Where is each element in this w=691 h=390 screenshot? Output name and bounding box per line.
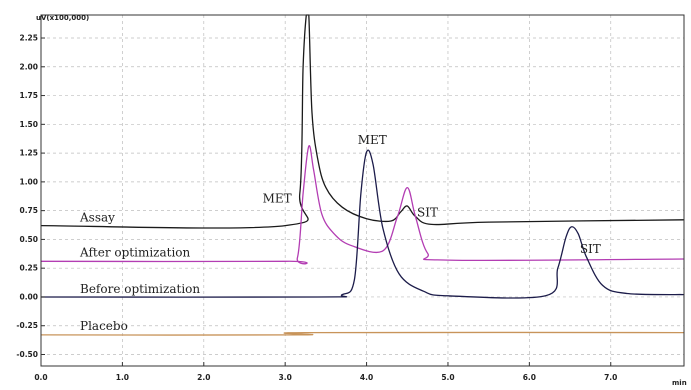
grid bbox=[41, 15, 684, 366]
y-tick-label: 0.75 bbox=[19, 206, 38, 215]
x-tick-label: 4.0 bbox=[360, 373, 373, 382]
axes bbox=[40, 14, 685, 367]
peak-label: MET bbox=[358, 133, 387, 147]
peak-label: SIT bbox=[580, 242, 601, 256]
trace-label: Before optimization bbox=[80, 282, 200, 296]
y-tick-label: -0.50 bbox=[16, 350, 38, 359]
x-tick-label: 7.0 bbox=[604, 373, 617, 382]
y-tick-label: 0.50 bbox=[19, 235, 38, 244]
x-tick-label: 5.0 bbox=[441, 373, 454, 382]
trace-before-optimization bbox=[40, 149, 685, 299]
y-tick-label: 1.75 bbox=[19, 91, 38, 100]
y-unit-label: uV(x100,000) bbox=[36, 14, 89, 22]
y-tick-label: 2.00 bbox=[19, 62, 38, 71]
x-unit-label: min bbox=[672, 379, 687, 387]
traces bbox=[40, 14, 685, 336]
plot-background bbox=[41, 15, 684, 366]
y-tick-label: 0.00 bbox=[19, 292, 38, 301]
trace-label: Assay bbox=[79, 211, 115, 225]
peak-label: MET bbox=[263, 192, 292, 206]
y-tick-label: 1.50 bbox=[19, 120, 38, 129]
x-tick-label: 3.0 bbox=[279, 373, 292, 382]
trace-after-optimization bbox=[40, 145, 685, 265]
x-tick-label: 0.0 bbox=[34, 373, 47, 382]
y-tick-label: 2.25 bbox=[19, 34, 38, 43]
plot-frame bbox=[40, 14, 685, 367]
x-tick-label: 2.0 bbox=[197, 373, 210, 382]
trace-assay bbox=[40, 14, 685, 229]
y-tick-label: 1.00 bbox=[19, 177, 38, 186]
peak-label: SIT bbox=[417, 205, 438, 219]
y-tick-label: 0.25 bbox=[19, 264, 38, 273]
x-tick-label: 6.0 bbox=[523, 373, 536, 382]
x-tick-label: 1.0 bbox=[116, 373, 129, 382]
annotations: Assay After optimization Before optimizati… bbox=[79, 133, 601, 333]
trace-placebo bbox=[40, 331, 685, 336]
y-tick-label: -0.25 bbox=[16, 321, 38, 330]
tick-labels: 2.252.001.751.501.251.000.750.500.250.00… bbox=[16, 34, 617, 382]
y-tick-label: 1.25 bbox=[19, 149, 38, 158]
trace-label: Placebo bbox=[80, 319, 128, 333]
trace-label: After optimization bbox=[79, 245, 191, 259]
